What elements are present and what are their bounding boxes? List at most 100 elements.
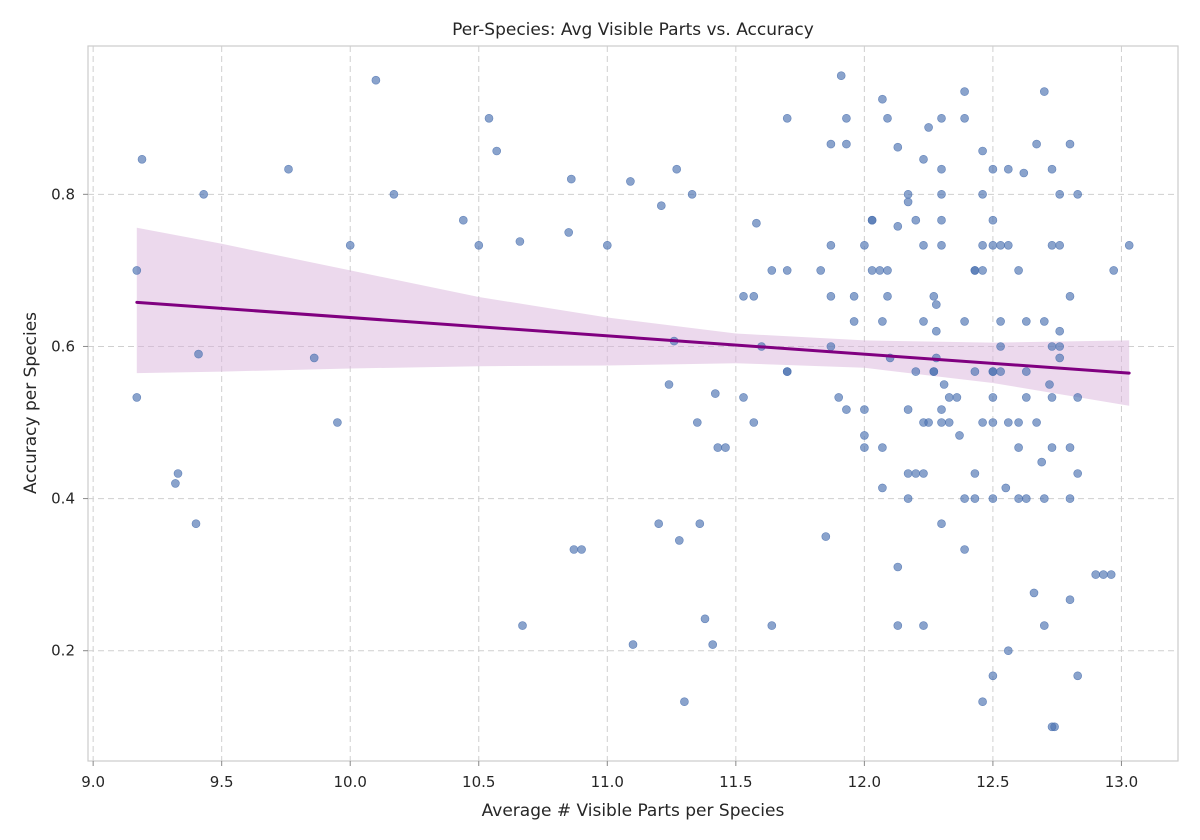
scatter-point [1001, 483, 1011, 493]
scatter-point [628, 640, 638, 649]
scatter-point [1014, 266, 1023, 275]
scatter-point [474, 241, 484, 250]
scatter-point [1065, 139, 1075, 149]
scatter-point [1106, 570, 1116, 579]
scatter-point [345, 241, 355, 250]
scatter-point [836, 71, 846, 80]
scatter-point [1014, 443, 1023, 452]
scatter-point [782, 266, 792, 275]
scatter-point [960, 114, 969, 123]
scatter-point [137, 155, 147, 164]
scatter-point [821, 532, 831, 541]
scatter-point [924, 418, 933, 427]
scatter-point [952, 393, 962, 402]
scatter-point [988, 241, 998, 250]
confidence-band [136, 227, 1130, 406]
scatter-point [458, 215, 468, 225]
scatter-point [903, 405, 913, 414]
scatter-point [1014, 494, 1023, 503]
y-tick-label: 0.8 [51, 185, 75, 203]
scatter-point [284, 164, 293, 174]
scatter-point [1019, 168, 1029, 178]
scatter-point [710, 389, 720, 398]
scatter-point [931, 326, 941, 336]
scatter-point [944, 393, 954, 402]
scatter-point [842, 139, 851, 149]
x-tick-label: 9.0 [81, 773, 105, 791]
scatter-point [1099, 570, 1108, 579]
scatter-point [132, 393, 142, 402]
scatter-point [878, 443, 887, 452]
scatter-point [978, 418, 987, 427]
scatter-point [988, 494, 998, 503]
scatter-point [878, 94, 887, 104]
scatter-point [1055, 342, 1064, 351]
y-axis-ticks: 0.2 0.4 0.6 0.8 [51, 185, 88, 660]
scatter-point [919, 469, 928, 478]
scatter-point [1014, 418, 1023, 427]
scatter-point [739, 291, 748, 301]
scatter-point [1073, 190, 1082, 199]
scatter-point [816, 266, 826, 275]
scatter-point [749, 291, 759, 301]
scatter-point [903, 197, 913, 207]
scatter-point [988, 671, 998, 681]
scatter-point [1055, 353, 1064, 363]
scatter-point [1050, 722, 1059, 732]
scatter-point [849, 291, 859, 301]
scatter-point [842, 405, 851, 414]
scatter-point [937, 241, 946, 250]
scatter-point [903, 190, 913, 199]
scatter-point [996, 342, 1005, 351]
scatter-point [1003, 418, 1013, 427]
scatter-point [978, 266, 987, 275]
scatter-point [903, 494, 913, 503]
scatter-point [960, 317, 969, 326]
scatter-point [919, 317, 928, 326]
scatter-point [970, 469, 980, 478]
regression-line-layer [135, 300, 1131, 375]
scatter-point [937, 215, 946, 225]
scatter-point [931, 300, 941, 309]
x-tick-label: 13.0 [1105, 773, 1138, 791]
grid-lines [88, 46, 1178, 761]
scatter-point [199, 190, 208, 199]
scatter-point [1003, 164, 1013, 174]
scatter-point [867, 215, 877, 225]
scatter-point [937, 114, 946, 123]
scatter-point [893, 562, 903, 572]
scatter-point [937, 418, 946, 427]
scatter-point [826, 241, 836, 250]
x-tick-label: 10.0 [334, 773, 367, 791]
scatter-point [939, 380, 949, 389]
scatter-point [849, 317, 859, 326]
scatter-point [1040, 621, 1049, 630]
scatter-point [960, 545, 969, 554]
scatter-point [988, 215, 998, 225]
scatter-point [955, 431, 964, 440]
scatter-point [970, 266, 980, 275]
scatter-point [911, 469, 921, 478]
scatter-point [1022, 494, 1031, 503]
scatter-point [875, 266, 885, 275]
scatter-point [564, 228, 574, 237]
scatter-point [1124, 241, 1134, 250]
scatter-point [867, 266, 877, 275]
scatter-point [1065, 291, 1075, 301]
scatter-point [1022, 317, 1031, 326]
scatter-point [1032, 418, 1041, 427]
scatter-point [566, 174, 576, 184]
regression-line [135, 300, 1131, 375]
scatter-point [687, 190, 697, 199]
scatter-point [924, 123, 933, 132]
scatter-point [173, 469, 183, 478]
scatter-point [695, 519, 705, 529]
scatter-points [132, 71, 1134, 732]
scatter-point [937, 190, 946, 199]
x-tick-label: 12.5 [976, 773, 1009, 791]
scatter-point [1065, 443, 1075, 452]
scatter-point [919, 155, 928, 164]
scatter-point [626, 177, 635, 186]
scatter-point [680, 697, 689, 707]
